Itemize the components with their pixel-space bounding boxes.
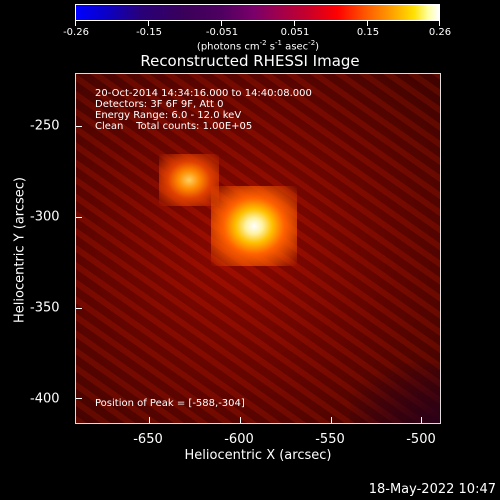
- y-tick-label: -400: [30, 391, 60, 407]
- timestamp: 18-May-2022 10:47: [368, 482, 496, 497]
- plot-title: Reconstructed RHESSI Image: [140, 52, 360, 70]
- colorbar-tick: [75, 21, 76, 26]
- secondary-source: [159, 154, 219, 206]
- x-axis-title: Heliocentric X (arcsec): [184, 448, 332, 463]
- y-tick-label: -250: [30, 118, 60, 134]
- colorbar-tick: [148, 21, 149, 26]
- y-tick-label: -350: [30, 300, 60, 316]
- info-time: 20-Oct-2014 14:34:16.000 to 14:40:08.000: [95, 88, 312, 99]
- colorbar-tick: [294, 21, 295, 26]
- x-tick-label: -650: [133, 432, 163, 447]
- colorbar-tick: [221, 21, 222, 26]
- colorbar: [75, 4, 440, 21]
- x-tick-label: -550: [315, 432, 345, 447]
- x-tick-mark: [421, 417, 422, 423]
- image-plot-area: 20-Oct-2014 14:34:16.000 to 14:40:08.000…: [75, 73, 441, 424]
- x-tick-mark: [331, 417, 332, 423]
- y-tick-label: -300: [30, 209, 60, 225]
- dark-corner: [350, 363, 440, 423]
- colorbar-label: -0.15: [136, 27, 162, 38]
- info-peak: Position of Peak = [-588,-304]: [95, 398, 245, 409]
- info-counts: Clean Total counts: 1.00E+05: [95, 121, 253, 132]
- y-tick-mark: [76, 126, 82, 127]
- x-tick-mark: [149, 417, 150, 423]
- y-axis-title: Heliocentric Y (arcsec): [12, 177, 28, 323]
- colorbar-tick: [367, 21, 368, 26]
- info-energy: Energy Range: 6.0 - 12.0 keV: [95, 110, 242, 121]
- y-tick-mark: [76, 398, 82, 399]
- colorbar-label: -0.26: [63, 27, 89, 38]
- colorbar-unit: (photons cm-2 s-1 asec-2): [196, 39, 320, 53]
- info-detectors: Detectors: 3F 6F 9F, Att 0: [95, 99, 224, 110]
- colorbar-tick: [439, 21, 440, 26]
- colorbar-label: 0.26: [428, 27, 452, 38]
- colorbar-label: 0.051: [280, 27, 310, 38]
- x-tick-label: -600: [224, 432, 254, 447]
- colorbar-label: 0.15: [356, 27, 380, 38]
- colorbar-label: -0.051: [205, 27, 239, 38]
- y-tick-mark: [76, 217, 82, 218]
- y-tick-mark: [76, 308, 82, 309]
- x-tick-mark: [240, 417, 241, 423]
- peak-source: [211, 186, 297, 266]
- x-tick-label: -500: [406, 432, 436, 447]
